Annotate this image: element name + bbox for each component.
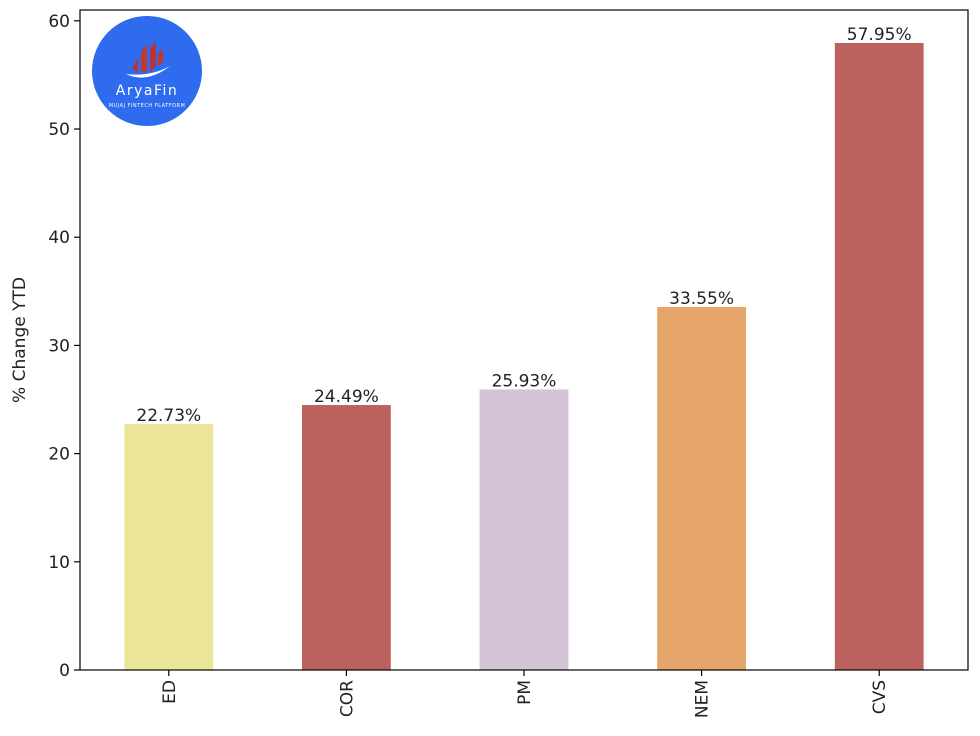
logo-name: AryaFin (116, 83, 179, 99)
bar (124, 424, 214, 670)
bar-value-label: 22.73% (136, 406, 201, 426)
y-tick-label: 60 (48, 12, 70, 32)
y-axis-label: % Change YTD (10, 277, 30, 403)
y-tick-label: 50 (48, 120, 70, 140)
bar (657, 307, 746, 670)
bar (834, 43, 924, 670)
bar (479, 389, 569, 670)
bar-value-label: 33.55% (669, 289, 734, 309)
bar-value-label: 57.95% (847, 25, 912, 45)
x-tick-label: ED (160, 680, 180, 704)
x-tick-label: NEM (693, 680, 713, 718)
y-tick-label: 0 (59, 661, 70, 681)
logo-buildings-icon (126, 41, 170, 78)
aryafin-logo: AryaFin MUJAJ FINTECH PLATFORM (92, 16, 202, 126)
y-tick-label: 20 (48, 445, 70, 465)
bar (302, 405, 391, 670)
bar-value-label: 24.49% (314, 387, 379, 407)
x-axis: ED COR PM NEM CVS (160, 670, 890, 718)
y-tick-label: 30 (48, 336, 70, 356)
y-tick-label: 40 (48, 228, 70, 248)
x-tick-label: CVS (870, 680, 890, 714)
x-tick-label: COR (337, 680, 357, 717)
bars (124, 43, 924, 670)
y-tick-label: 10 (48, 553, 70, 573)
bar-value-label: 25.93% (492, 371, 557, 391)
x-tick-label: PM (515, 680, 535, 705)
logo-tagline: MUJAJ FINTECH PLATFORM (109, 103, 186, 109)
plot-frame (79, 9, 969, 671)
y-axis: 0 10 20 30 40 50 60 (48, 12, 80, 681)
data-labels: 22.73% 24.49% 25.93% 33.55% 57.95% (136, 25, 911, 426)
